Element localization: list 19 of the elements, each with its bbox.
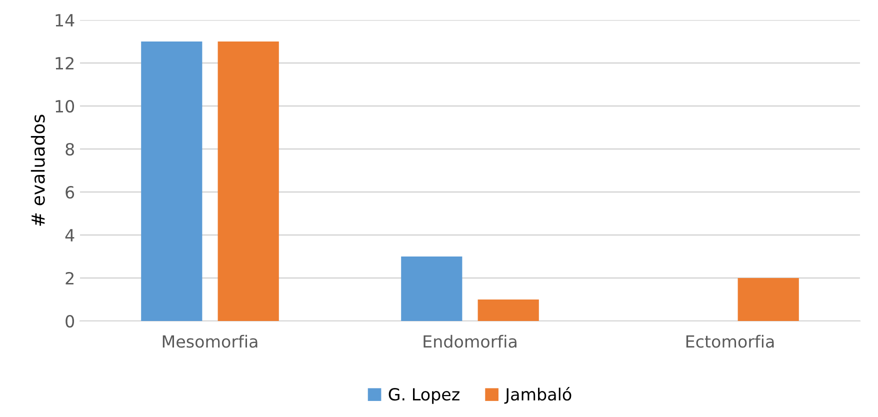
y-tick-label: 2 bbox=[66, 272, 74, 284]
y-tick-label: 0 bbox=[66, 314, 74, 328]
bar bbox=[141, 42, 202, 321]
legend-label: G. Lopez bbox=[388, 388, 460, 404]
x-tick-label: Mesomorfia bbox=[162, 334, 258, 348]
bar bbox=[478, 300, 539, 321]
y-tick-label: 10 bbox=[56, 100, 74, 113]
x-tick-label: Ectomorfia bbox=[686, 334, 774, 348]
x-tick-label: Endomorfia bbox=[424, 334, 516, 348]
bar bbox=[218, 42, 279, 321]
bar bbox=[738, 278, 799, 321]
y-tick-label: 4 bbox=[65, 229, 74, 242]
legend-label: Jambaló bbox=[504, 387, 572, 404]
y-tick-label: 8 bbox=[66, 142, 74, 156]
y-tick-label: 14 bbox=[56, 14, 74, 26]
bar bbox=[401, 256, 462, 321]
y-tick-label: 6 bbox=[66, 186, 74, 199]
y-tick-label: 12 bbox=[56, 56, 74, 70]
y-axis-title: # evaluados bbox=[30, 114, 45, 226]
